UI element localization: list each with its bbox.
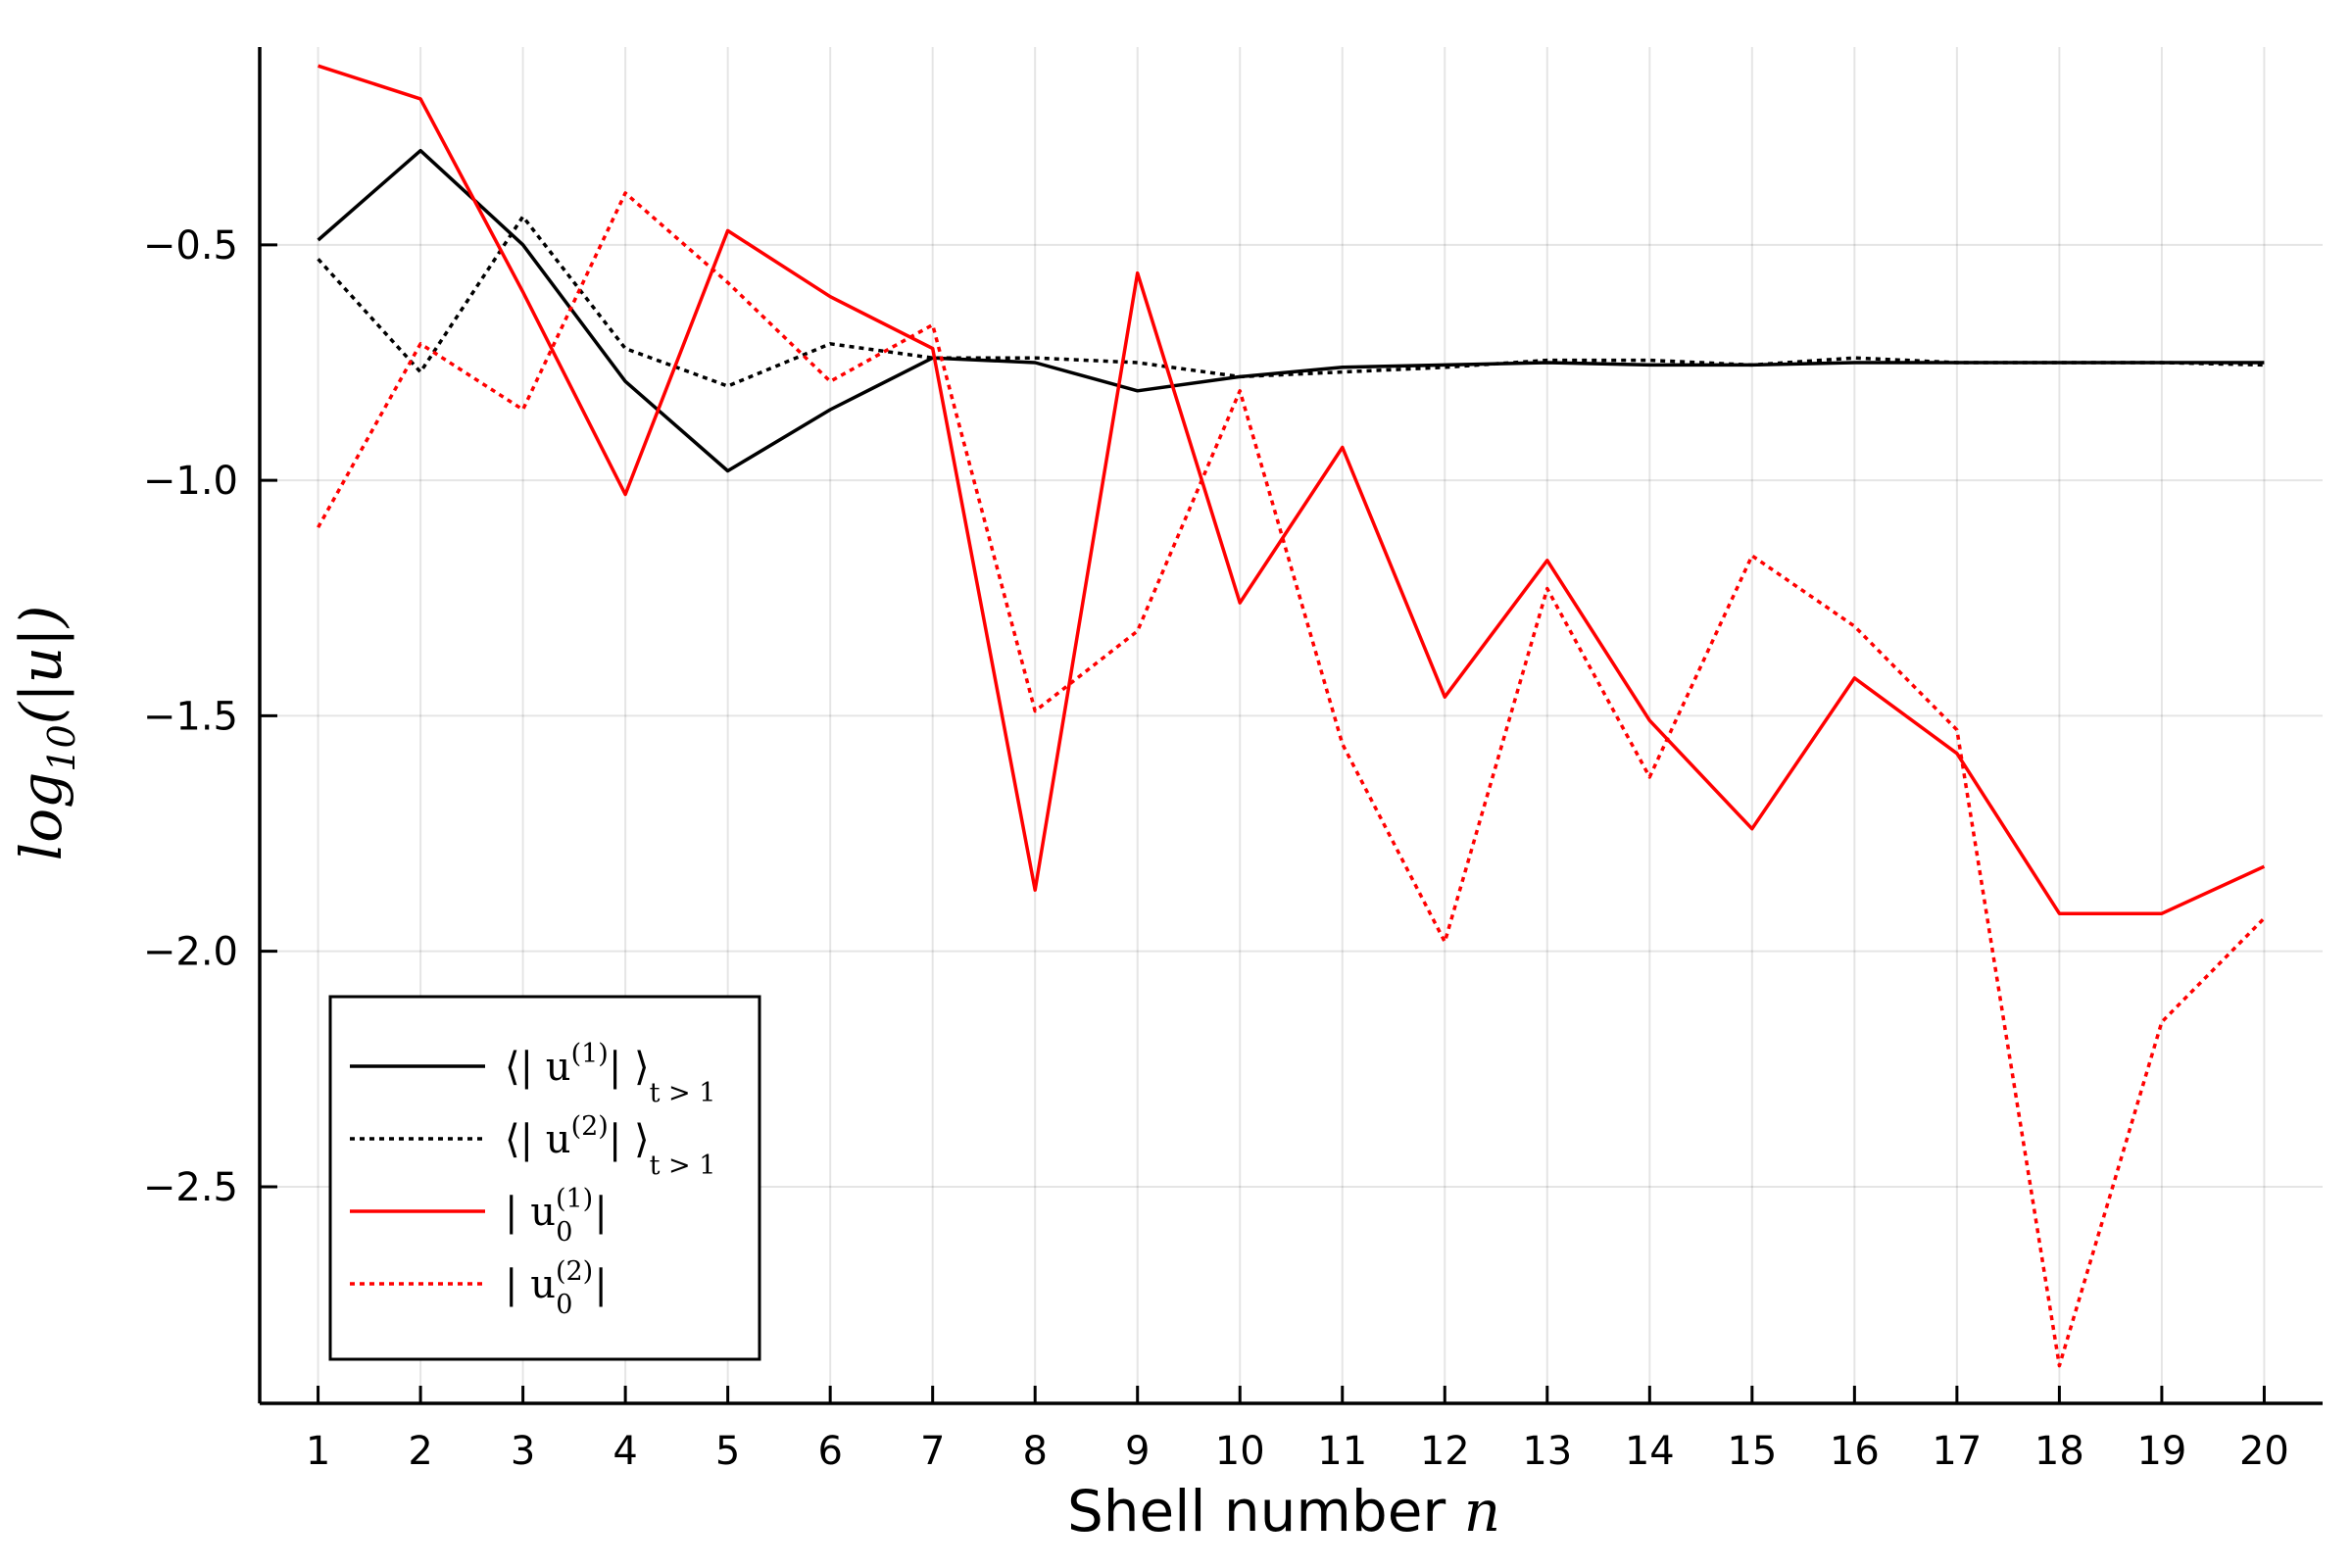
- legend-sup: (1): [556, 1184, 593, 1214]
- legend-sup: (1): [571, 1039, 609, 1069]
- y-tick-label: −1.0: [143, 459, 238, 504]
- y-axis-title-arg: (|u|): [8, 606, 74, 725]
- x-tick-label: 9: [1125, 1429, 1150, 1474]
- series-line-2: [317, 215, 2265, 388]
- legend-sub-zero: 0: [556, 1217, 572, 1248]
- x-tick-label: 20: [2239, 1429, 2289, 1474]
- tick-labels: 1 2 3 4 5 6 7 8 9 10 11 12 13 14 15 16 17 18 19 20−0.5−1.0−…: [143, 223, 2289, 1474]
- legend-sub: t > 1: [650, 1078, 716, 1108]
- legend: ⟨| u(1)| ⟩t > 1⟨| u(2)| ⟩t > 1| u(1) 0 || …: [328, 995, 761, 1361]
- y-tick-label: −2.0: [143, 930, 238, 975]
- x-tick-label: 15: [1727, 1429, 1777, 1474]
- x-tick-label: 13: [1522, 1429, 1572, 1474]
- x-tick-label: 2: [408, 1429, 432, 1474]
- legend-sup: (2): [571, 1111, 609, 1142]
- x-tick-label: 18: [2034, 1429, 2084, 1474]
- y-tick-label: −2.5: [143, 1165, 238, 1210]
- axes: [258, 47, 2323, 1405]
- legend-close: |: [594, 1262, 607, 1307]
- legend-label-2: ⟨| u(2)| ⟩t > 1: [505, 1111, 715, 1181]
- x-tick-label: 7: [920, 1429, 945, 1474]
- legend-box: [328, 995, 761, 1361]
- legend-close: |: [594, 1190, 607, 1235]
- x-tick-label: 5: [715, 1429, 740, 1474]
- y-tick-label: −1.5: [143, 694, 238, 739]
- legend-open: | u: [505, 1262, 556, 1307]
- series-line-4: [317, 191, 2266, 1368]
- legend-label-4: | u(2) 0 |: [505, 1256, 608, 1320]
- x-tick-label: 10: [1215, 1429, 1265, 1474]
- legend-open: | u: [505, 1190, 556, 1235]
- legend-sub-zero: 0: [556, 1290, 572, 1320]
- x-tick-label: 14: [1625, 1429, 1675, 1474]
- legend-open: ⟨| u: [505, 1117, 571, 1162]
- x-tick-label: 11: [1317, 1429, 1367, 1474]
- x-tick-label: 17: [1932, 1429, 1982, 1474]
- legend-label-1: ⟨| u(1)| ⟩t > 1: [505, 1039, 715, 1108]
- x-tick-label: 3: [511, 1429, 535, 1474]
- y-tick-label: −0.5: [143, 223, 238, 269]
- x-tick-label: 16: [1830, 1429, 1880, 1474]
- series-line-1: [317, 148, 2265, 473]
- x-tick-label: 19: [2136, 1429, 2186, 1474]
- x-axis-title: Shell number n: [1067, 1478, 1500, 1544]
- x-tick-label: 8: [1022, 1429, 1047, 1474]
- x-tick-label: 12: [1420, 1429, 1470, 1474]
- y-axis-title-sub: 10: [40, 724, 83, 771]
- legend-close: | ⟩: [609, 1045, 650, 1090]
- series-line-3: [318, 64, 2266, 915]
- y-axis-title-fn: log: [8, 772, 74, 861]
- legend-sup: (2): [556, 1256, 593, 1287]
- legend-close: | ⟩: [609, 1117, 650, 1162]
- legend-open: ⟨| u: [505, 1045, 571, 1090]
- x-tick-label: 4: [612, 1429, 637, 1474]
- series-lines: [317, 64, 2266, 1368]
- x-axis-title-text: Shell number: [1067, 1478, 1446, 1544]
- legend-label-3: | u(1) 0 |: [505, 1184, 608, 1248]
- legend-sub: t > 1: [650, 1151, 716, 1181]
- x-axis-title-symbol: n: [1464, 1478, 1500, 1544]
- x-tick-label: 6: [817, 1429, 842, 1474]
- x-tick-label: 1: [306, 1429, 330, 1474]
- y-axis-title: log10(|u|): [8, 606, 83, 861]
